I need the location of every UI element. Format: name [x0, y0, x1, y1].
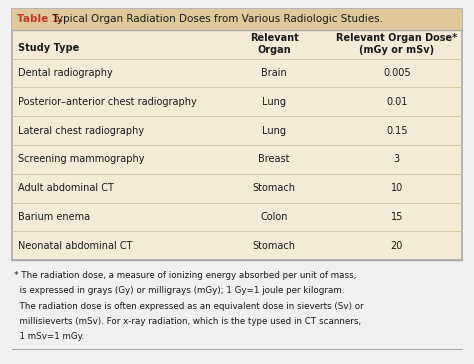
Text: Neonatal abdominal CT: Neonatal abdominal CT: [18, 241, 132, 251]
Text: Stomach: Stomach: [253, 183, 296, 193]
Text: Brain: Brain: [261, 68, 287, 78]
Text: Screening mammography: Screening mammography: [18, 154, 144, 165]
Text: Lung: Lung: [262, 97, 286, 107]
Text: 10: 10: [391, 183, 403, 193]
Text: 0.01: 0.01: [386, 97, 408, 107]
Text: Adult abdominal CT: Adult abdominal CT: [18, 183, 113, 193]
Text: 3: 3: [394, 154, 400, 165]
Text: Study Type: Study Type: [18, 43, 79, 53]
Text: 0.005: 0.005: [383, 68, 410, 78]
Text: Lateral chest radiography: Lateral chest radiography: [18, 126, 144, 135]
Text: Barium enema: Barium enema: [18, 212, 90, 222]
Text: Colon: Colon: [260, 212, 288, 222]
Text: * The radiation dose, a measure of ionizing energy absorbed per unit of mass,: * The radiation dose, a measure of ioniz…: [14, 271, 356, 280]
Text: 0.15: 0.15: [386, 126, 408, 135]
Text: Table 1.: Table 1.: [17, 15, 63, 24]
Text: Stomach: Stomach: [253, 241, 296, 251]
Text: Breast: Breast: [258, 154, 290, 165]
Text: Typical Organ Radiation Doses from Various Radiologic Studies.: Typical Organ Radiation Doses from Vario…: [49, 15, 383, 24]
Text: 1 mSv=1 mGy.: 1 mSv=1 mGy.: [14, 332, 84, 341]
Text: Dental radiography: Dental radiography: [18, 68, 112, 78]
Text: The radiation dose is often expressed as an equivalent dose in sieverts (Sv) or: The radiation dose is often expressed as…: [14, 302, 364, 311]
Text: Relevant
Organ: Relevant Organ: [250, 33, 299, 55]
Text: 15: 15: [391, 212, 403, 222]
Text: millisieverts (mSv). For x-ray radiation, which is the type used in CT scanners,: millisieverts (mSv). For x-ray radiation…: [14, 317, 361, 326]
Text: Relevant Organ Dose*
(mGy or mSv): Relevant Organ Dose* (mGy or mSv): [336, 33, 457, 55]
Text: 20: 20: [391, 241, 403, 251]
Text: is expressed in grays (Gy) or milligrays (mGy); 1 Gy=1 joule per kilogram.: is expressed in grays (Gy) or milligrays…: [14, 286, 345, 296]
Text: Posterior–anterior chest radiography: Posterior–anterior chest radiography: [18, 97, 196, 107]
Text: Lung: Lung: [262, 126, 286, 135]
